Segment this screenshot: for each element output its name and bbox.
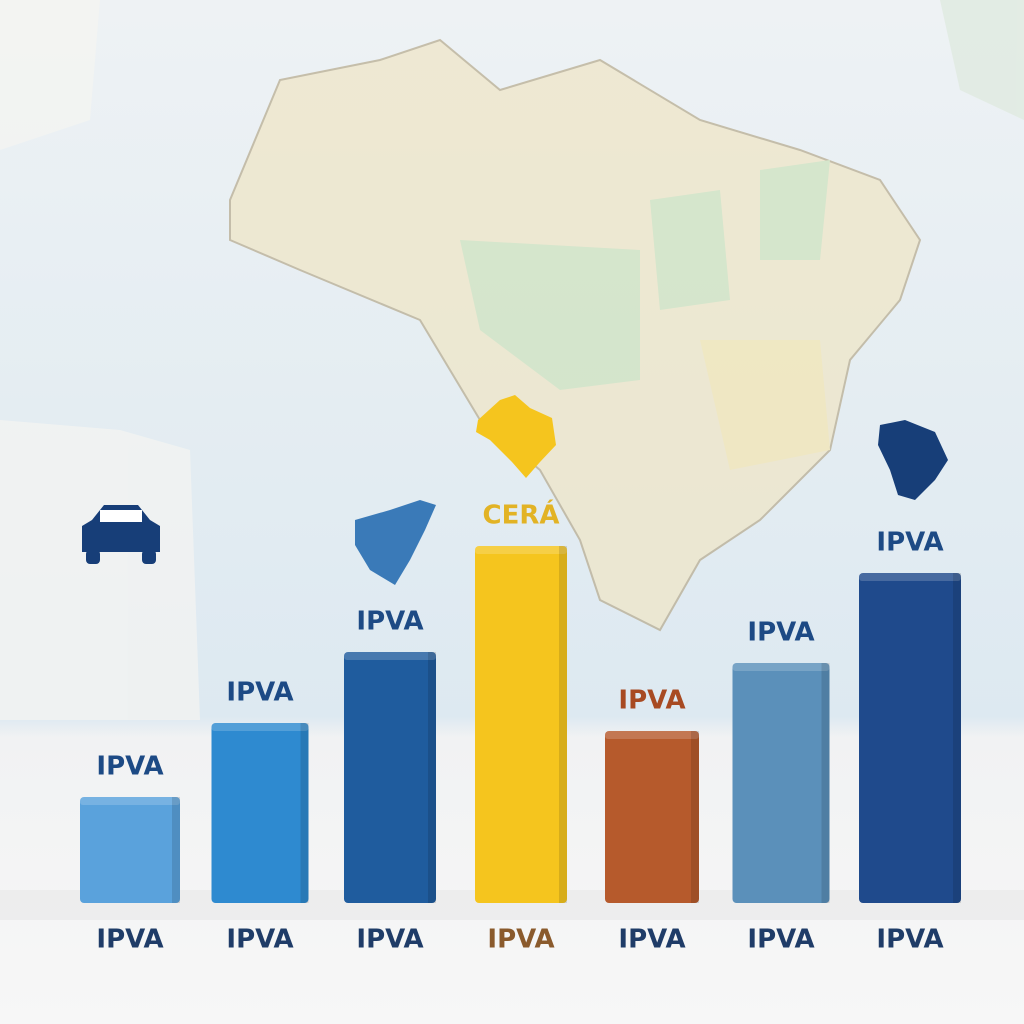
state-shape bbox=[878, 420, 948, 500]
bar-annotation: IPVA bbox=[356, 607, 423, 637]
bar-annotation: IPVA bbox=[96, 752, 163, 782]
bar bbox=[475, 546, 567, 903]
x-tick-label: IPVA bbox=[747, 925, 814, 955]
bar-annotation: IPVA bbox=[226, 678, 293, 708]
map bbox=[229, 0, 1024, 632]
bar bbox=[859, 573, 961, 903]
bar-side-shade bbox=[559, 546, 567, 903]
bar bbox=[344, 652, 436, 903]
bar-side-shade bbox=[172, 797, 180, 903]
bar bbox=[732, 663, 830, 903]
bar-top-face bbox=[732, 663, 830, 671]
bar-top-face bbox=[211, 723, 309, 731]
bar-side-shade bbox=[300, 723, 309, 903]
bar bbox=[605, 731, 699, 903]
bar-annotation: IPVA bbox=[747, 618, 814, 648]
bar-top-face bbox=[605, 731, 699, 739]
x-tick-label: IPVA bbox=[356, 925, 423, 955]
car-icon bbox=[82, 505, 160, 564]
x-tick-label: IPVA bbox=[226, 925, 293, 955]
state-shape bbox=[355, 500, 436, 585]
bar-side-shade bbox=[821, 663, 830, 903]
bar bbox=[80, 797, 180, 903]
bar-top-face bbox=[859, 573, 961, 581]
bar-top-face bbox=[475, 546, 567, 554]
x-tick-label: IPVA bbox=[96, 925, 163, 955]
bar-side-shade bbox=[691, 731, 699, 903]
bar-top-face bbox=[344, 652, 436, 660]
bar bbox=[211, 723, 309, 903]
x-tick-label: IPVA bbox=[487, 925, 554, 955]
bar-annotation: IPVA bbox=[876, 528, 943, 558]
x-tick-label: IPVA bbox=[618, 925, 685, 955]
bar-annotation: CERÁ bbox=[483, 499, 560, 531]
bar-annotation: IPVA bbox=[618, 686, 685, 716]
bar-side-shade bbox=[953, 573, 961, 903]
bar-top-face bbox=[80, 797, 180, 805]
bar-side-shade bbox=[428, 652, 436, 903]
x-tick-label: IPVA bbox=[876, 925, 943, 955]
state-shape bbox=[476, 395, 556, 478]
